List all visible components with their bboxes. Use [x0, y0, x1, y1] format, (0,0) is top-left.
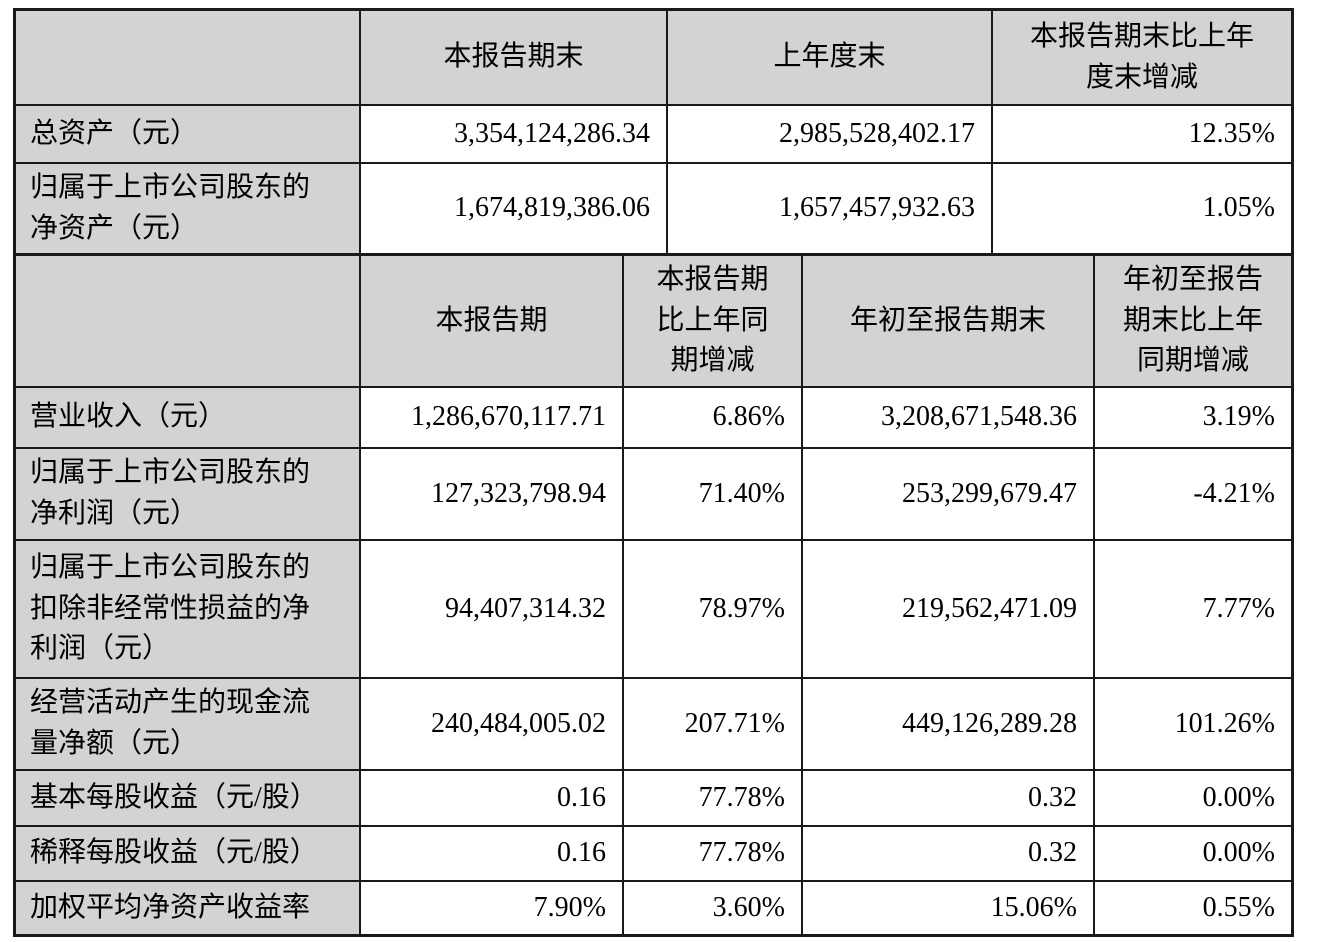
- row-label-cell: 归属于上市公司股东的 净资产（元）: [16, 164, 361, 256]
- row-label-cell: 加权平均净资产收益率: [16, 882, 361, 934]
- value-cell: 0.00%: [1095, 771, 1291, 827]
- value-cell: 1,286,670,117.71: [361, 388, 624, 449]
- value-cell: 77.78%: [624, 771, 803, 827]
- value-cell: 0.16: [361, 771, 624, 827]
- corner-blank-cell: [16, 11, 361, 106]
- value-cell: 240,484,005.02: [361, 679, 624, 771]
- financial-summary-table: 本报告期末 上年度末 本报告期末比上年 度末增减总资产（元） 3,354,124,28…: [13, 8, 1294, 937]
- value-cell: 253,299,679.47: [803, 449, 1095, 541]
- value-cell: 2,985,528,402.17: [668, 106, 993, 164]
- value-cell: 1.05%: [993, 164, 1291, 256]
- value-cell: 0.16: [361, 827, 624, 882]
- value-cell: 207.71%: [624, 679, 803, 771]
- value-cell: 15.06%: [803, 882, 1095, 934]
- value-cell: 127,323,798.94: [361, 449, 624, 541]
- value-cell: 78.97%: [624, 541, 803, 679]
- period-end-section: 本报告期末 上年度末 本报告期末比上年 度末增减总资产（元） 3,354,124,28…: [16, 11, 1291, 256]
- value-cell: 77.78%: [624, 827, 803, 882]
- value-cell: 0.00%: [1095, 827, 1291, 882]
- value-cell: 94,407,314.32: [361, 541, 624, 679]
- row-label-cell: 归属于上市公司股东的 净利润（元）: [16, 449, 361, 541]
- value-cell: 0.32: [803, 771, 1095, 827]
- corner-blank-cell: [16, 256, 361, 388]
- value-cell: 71.40%: [624, 449, 803, 541]
- value-cell: 7.77%: [1095, 541, 1291, 679]
- row-label-cell: 营业收入（元）: [16, 388, 361, 449]
- value-cell: 3,354,124,286.34: [361, 106, 668, 164]
- value-cell: 3,208,671,548.36: [803, 388, 1095, 449]
- column-header-cell: 本报告期末比上年 度末增减: [993, 11, 1291, 106]
- value-cell: 219,562,471.09: [803, 541, 1095, 679]
- value-cell: 1,657,457,932.63: [668, 164, 993, 256]
- value-cell: 0.55%: [1095, 882, 1291, 934]
- column-header-cell: 本报告期 比上年同 期增减: [624, 256, 803, 388]
- value-cell: 3.19%: [1095, 388, 1291, 449]
- reporting-period-section: 本报告期 本报告期 比上年同 期增减 年初至报告期末 年初至报告 期末比上年 同期增减…: [16, 256, 1291, 934]
- value-cell: 6.86%: [624, 388, 803, 449]
- column-header-cell: 年初至报告期末: [803, 256, 1095, 388]
- column-header-cell: 本报告期末: [361, 11, 668, 106]
- value-cell: 3.60%: [624, 882, 803, 934]
- column-header-cell: 本报告期: [361, 256, 624, 388]
- value-cell: 1,674,819,386.06: [361, 164, 668, 256]
- row-label-cell: 总资产（元）: [16, 106, 361, 164]
- row-label-cell: 稀释每股收益（元/股）: [16, 827, 361, 882]
- column-header-cell: 上年度末: [668, 11, 993, 106]
- row-label-cell: 经营活动产生的现金流 量净额（元）: [16, 679, 361, 771]
- value-cell: 101.26%: [1095, 679, 1291, 771]
- value-cell: 449,126,289.28: [803, 679, 1095, 771]
- value-cell: 7.90%: [361, 882, 624, 934]
- row-label-cell: 基本每股收益（元/股）: [16, 771, 361, 827]
- row-label-cell: 归属于上市公司股东的 扣除非经常性损益的净 利润（元）: [16, 541, 361, 679]
- value-cell: -4.21%: [1095, 449, 1291, 541]
- value-cell: 0.32: [803, 827, 1095, 882]
- value-cell: 12.35%: [993, 106, 1291, 164]
- column-header-cell: 年初至报告 期末比上年 同期增减: [1095, 256, 1291, 388]
